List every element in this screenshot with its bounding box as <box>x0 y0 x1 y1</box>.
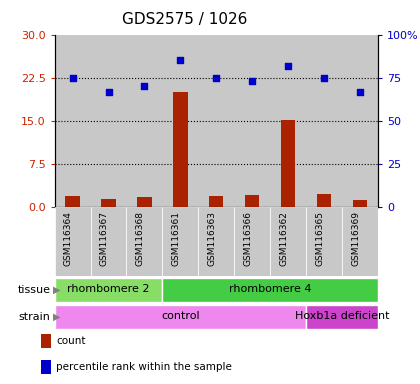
Point <box>141 83 148 89</box>
FancyBboxPatch shape <box>234 207 270 276</box>
FancyBboxPatch shape <box>126 207 163 276</box>
Text: count: count <box>56 336 86 346</box>
FancyBboxPatch shape <box>306 305 378 329</box>
Bar <box>91 35 126 207</box>
Text: GSM116363: GSM116363 <box>207 211 216 266</box>
Text: ▶: ▶ <box>52 285 60 295</box>
Point <box>177 58 184 64</box>
Bar <box>198 35 234 207</box>
Text: GSM116364: GSM116364 <box>63 211 73 266</box>
Bar <box>173 92 188 207</box>
Bar <box>342 35 378 207</box>
Text: GSM116365: GSM116365 <box>315 211 324 266</box>
Text: GSM116362: GSM116362 <box>279 211 288 266</box>
Text: tissue: tissue <box>17 285 50 295</box>
Text: GSM116366: GSM116366 <box>243 211 252 266</box>
Text: control: control <box>161 311 200 321</box>
Point <box>69 75 76 81</box>
FancyBboxPatch shape <box>163 278 378 302</box>
Text: rhombomere 2: rhombomere 2 <box>67 285 150 295</box>
Text: strain: strain <box>18 312 50 322</box>
FancyBboxPatch shape <box>55 305 306 329</box>
Point <box>105 89 112 95</box>
Point <box>321 75 328 81</box>
Bar <box>126 35 163 207</box>
Bar <box>66 196 80 207</box>
Bar <box>163 35 198 207</box>
FancyBboxPatch shape <box>306 207 342 276</box>
Bar <box>270 35 306 207</box>
FancyBboxPatch shape <box>163 207 198 276</box>
Text: GSM116367: GSM116367 <box>100 211 108 266</box>
Bar <box>234 35 270 207</box>
Text: GSM116369: GSM116369 <box>351 211 360 266</box>
FancyBboxPatch shape <box>342 207 378 276</box>
Bar <box>209 197 223 207</box>
Bar <box>137 197 152 207</box>
FancyBboxPatch shape <box>198 207 234 276</box>
Text: rhombomere 4: rhombomere 4 <box>229 285 312 295</box>
FancyBboxPatch shape <box>55 207 91 276</box>
Bar <box>353 200 367 207</box>
Bar <box>101 199 116 207</box>
Bar <box>41 334 50 348</box>
Bar <box>317 194 331 207</box>
Bar <box>55 35 91 207</box>
Text: ▶: ▶ <box>52 312 60 322</box>
Bar <box>245 195 260 207</box>
Text: percentile rank within the sample: percentile rank within the sample <box>56 362 232 372</box>
Bar <box>306 35 342 207</box>
Point <box>285 63 291 69</box>
Bar <box>41 360 50 374</box>
Point <box>249 78 256 84</box>
Point <box>357 89 363 95</box>
FancyBboxPatch shape <box>270 207 306 276</box>
Text: GSM116368: GSM116368 <box>135 211 144 266</box>
FancyBboxPatch shape <box>55 278 163 302</box>
Point <box>213 75 220 81</box>
FancyBboxPatch shape <box>91 207 126 276</box>
Text: Hoxb1a deficient: Hoxb1a deficient <box>295 311 389 321</box>
Text: GDS2575 / 1026: GDS2575 / 1026 <box>122 12 247 26</box>
Text: GSM116361: GSM116361 <box>171 211 180 266</box>
Bar <box>281 120 295 207</box>
